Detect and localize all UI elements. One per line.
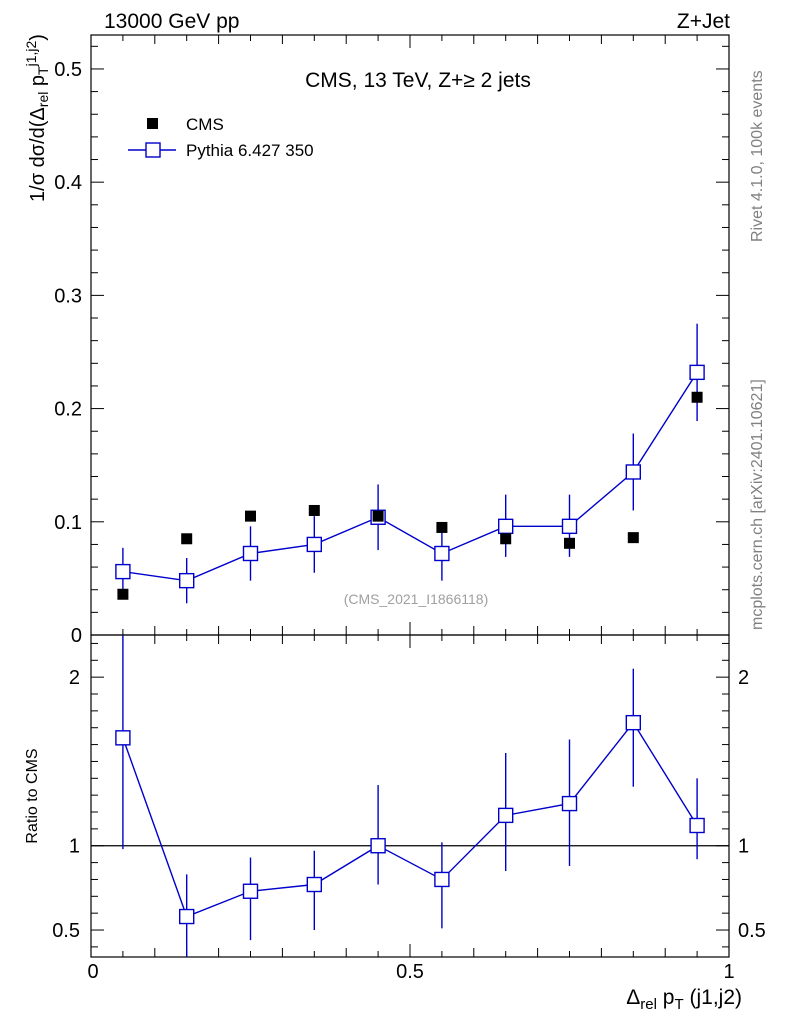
top-y-axis-label: 1/σ dσ/d(Δrel pTj1,j2) [23, 34, 51, 202]
pythia-point [498, 518, 514, 535]
cms-point [564, 537, 575, 549]
axes-ticks: 00.10.20.30.40.50 0.5 10.5 0.51 12 2 [52, 35, 766, 983]
header-left: 13000 GeV pp [104, 10, 239, 33]
xtick-label: 1 [723, 961, 734, 983]
ratio-point [498, 807, 514, 824]
ratio-ytick-label-right: 2 [738, 667, 749, 689]
svg-text:Δrel pT (j1,j2): Δrel pT (j1,j2) [626, 986, 742, 1013]
legend: CMS Pythia 6.427 350 [128, 115, 314, 160]
ratio-point [306, 876, 322, 893]
ratio-point [561, 795, 578, 812]
cms-point [500, 533, 512, 545]
pythia-point [434, 545, 450, 562]
ratio-point [370, 838, 386, 854]
cms-point [627, 532, 639, 544]
pythia-point [242, 545, 259, 562]
pythia-point [625, 464, 641, 480]
pythia-point [306, 536, 322, 553]
top-ytick-label: 0.3 [54, 285, 82, 307]
legend-pythia-marker [145, 142, 161, 158]
ratio-point [115, 730, 131, 746]
svg-text:1/σ dσ/d(Δrel pTj1,j2): 1/σ dσ/d(Δrel pTj1,j2) [23, 34, 51, 202]
ratio-ytick-label: 0.5 [52, 920, 80, 942]
cms-point [181, 533, 193, 545]
plot-title: CMS, 13 TeV, Z+≥ 2 jets [305, 69, 531, 92]
ratio-point [434, 871, 450, 888]
ratio-ytick-label-right: 0.5 [738, 920, 766, 942]
ratio-ytick-label-right: 1 [738, 836, 749, 858]
top-ytick-label: 0.1 [54, 512, 82, 534]
xtick-label: 0 [87, 961, 98, 983]
ratio-line [122, 721, 698, 918]
ratio-point [625, 714, 641, 731]
pythia-point [115, 563, 131, 580]
analysis-watermark: (CMS_2021_I1866118) [344, 591, 489, 607]
cms-point [436, 521, 448, 533]
xtick-label: 0.5 [396, 961, 424, 983]
legend-cms-label: CMS [186, 115, 224, 134]
rivet-side-label: Rivet 4.1.0, 100k events [749, 70, 766, 242]
ratio-point [178, 908, 195, 925]
top-ytick-label: 0 [71, 625, 82, 647]
pythia-point [178, 572, 195, 589]
cms-point [245, 510, 256, 522]
top-ytick-label: 0.5 [54, 59, 82, 81]
ratio-ytick-label: 2 [69, 667, 80, 689]
cms-point [117, 588, 129, 600]
cms-point [308, 504, 320, 516]
legend-cms-marker [147, 118, 158, 129]
cms-point [691, 391, 703, 403]
mcplots-side-label: mcplots.cern.ch [arXiv:2401.10621] [749, 379, 766, 630]
ratio-panel-marks [91, 635, 729, 957]
legend-pythia-label: Pythia 6.427 350 [186, 141, 314, 160]
ratio-point [242, 883, 259, 899]
pythia-point [561, 518, 578, 535]
pythia-point [689, 364, 705, 381]
top-ytick-label: 0.4 [54, 172, 82, 194]
ratio-ytick-label: 1 [69, 836, 80, 858]
ratio-point [689, 817, 705, 834]
header-right: Z+Jet [677, 10, 730, 33]
top-panel-marks [115, 323, 705, 604]
x-axis-label: Δrel pT (j1,j2) [626, 986, 742, 1013]
top-ytick-label: 0.2 [54, 399, 82, 421]
ratio-y-axis-label: Ratio to CMS [24, 748, 41, 843]
pythia-line [122, 371, 698, 582]
cms-point [372, 510, 384, 522]
